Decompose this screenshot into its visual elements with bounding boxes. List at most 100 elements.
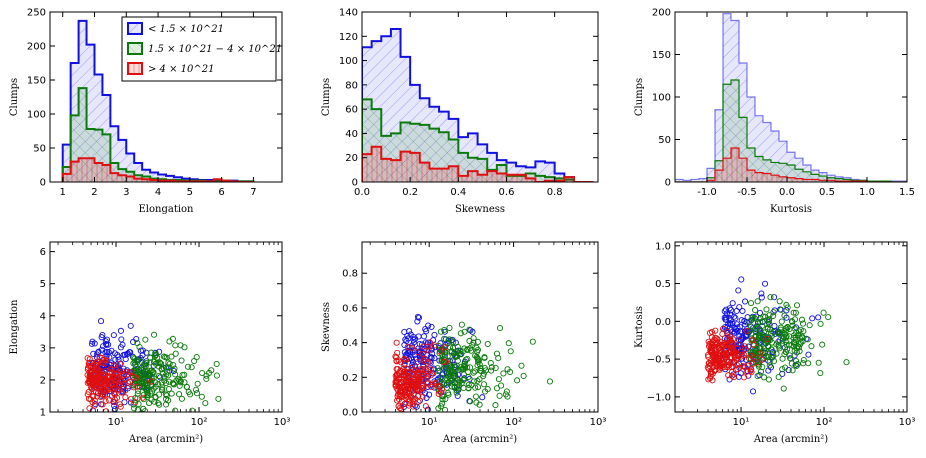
- point: [131, 359, 138, 366]
- point: [103, 380, 110, 388]
- y-tick-label: −0.5: [647, 355, 671, 366]
- point: [396, 405, 404, 412]
- point: [98, 354, 105, 362]
- legend-swatch-mid: [127, 42, 143, 55]
- point: [126, 378, 133, 385]
- point: [168, 353, 175, 360]
- point: [470, 369, 477, 376]
- point: [395, 403, 402, 410]
- point: [758, 356, 765, 363]
- point: [120, 372, 127, 379]
- point: [393, 371, 400, 378]
- point: [103, 357, 110, 364]
- bar: [506, 174, 517, 182]
- point: [124, 350, 131, 357]
- point: [115, 383, 122, 390]
- point: [820, 309, 827, 316]
- point: [734, 324, 741, 331]
- point: [453, 362, 460, 369]
- hist-kurtosis: -1.0 -0.5 0.0 0.5 1.0 1.5 0 50 100 150 200 Kurtosis…: [634, 8, 915, 216]
- point: [457, 330, 464, 337]
- bar: [458, 175, 468, 182]
- point: [793, 302, 801, 309]
- point: [465, 385, 472, 392]
- point: [488, 367, 495, 374]
- point: [122, 387, 129, 394]
- point: [773, 350, 780, 357]
- point: [745, 355, 753, 362]
- x-tick-label: -0.5: [737, 187, 757, 198]
- point: [481, 354, 488, 361]
- point: [493, 350, 501, 357]
- y-tick-label: 150: [27, 76, 46, 87]
- point: [112, 380, 119, 387]
- bar: [94, 129, 103, 182]
- point: [128, 395, 135, 402]
- point: [796, 348, 803, 355]
- point: [717, 359, 724, 366]
- bar: [102, 134, 111, 182]
- bar: [803, 171, 811, 182]
- point: [800, 356, 807, 364]
- point: [796, 328, 803, 335]
- point: [142, 370, 149, 377]
- point: [410, 371, 417, 378]
- point: [706, 375, 714, 382]
- x-tick-label: 0.4: [450, 187, 466, 198]
- point: [471, 368, 478, 375]
- point: [420, 343, 427, 350]
- point: [86, 405, 93, 412]
- bar: [448, 139, 459, 182]
- bar: [535, 161, 546, 182]
- point: [479, 394, 486, 401]
- point: [466, 326, 473, 333]
- point: [413, 382, 420, 389]
- point: [443, 375, 450, 382]
- bar: [371, 109, 382, 182]
- point: [104, 384, 111, 391]
- point: [422, 366, 429, 373]
- point: [93, 377, 100, 384]
- point: [124, 371, 132, 378]
- bar: [390, 133, 401, 182]
- point: [152, 351, 160, 358]
- point: [721, 363, 728, 371]
- point: [780, 385, 787, 392]
- y-tick-label: 100: [27, 110, 46, 121]
- series-green: [130, 331, 222, 412]
- point: [706, 329, 713, 337]
- bar: [78, 158, 87, 182]
- point: [423, 328, 430, 335]
- point: [137, 347, 144, 354]
- x-tick-label: 10³: [590, 417, 607, 428]
- point: [727, 320, 734, 327]
- y-tick-label: 0: [665, 178, 671, 189]
- point: [430, 366, 437, 373]
- y-tick-label: 100: [652, 93, 671, 104]
- point: [420, 384, 427, 391]
- point: [520, 372, 527, 379]
- axes-frame: [361, 11, 599, 183]
- series-green: [675, 79, 907, 182]
- point: [766, 326, 773, 333]
- point: [404, 375, 411, 382]
- series-red: [84, 354, 155, 412]
- point: [825, 314, 832, 321]
- bar: [477, 174, 488, 182]
- x-tick-label: 10¹: [733, 417, 750, 428]
- point: [127, 322, 134, 329]
- bar: [795, 169, 803, 182]
- point: [422, 403, 429, 410]
- point: [414, 349, 421, 356]
- point: [819, 341, 826, 348]
- point: [393, 379, 400, 386]
- bar: [118, 175, 127, 182]
- point: [747, 327, 754, 334]
- bar: [390, 29, 401, 182]
- point: [161, 377, 168, 384]
- bar: [771, 131, 779, 182]
- point: [90, 388, 97, 395]
- point: [194, 380, 201, 387]
- point: [741, 343, 749, 350]
- bar: [371, 146, 382, 182]
